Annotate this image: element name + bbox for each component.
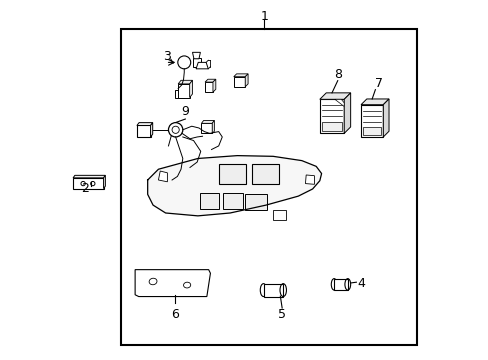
Polygon shape bbox=[150, 123, 152, 137]
Polygon shape bbox=[137, 123, 152, 126]
Polygon shape bbox=[103, 175, 105, 189]
Polygon shape bbox=[196, 62, 208, 69]
Text: 7: 7 bbox=[374, 77, 382, 90]
Text: 8: 8 bbox=[333, 68, 341, 81]
Bar bbox=[178, 84, 189, 98]
Polygon shape bbox=[212, 79, 215, 92]
Polygon shape bbox=[204, 79, 215, 82]
Bar bbox=[233, 77, 244, 87]
Text: 1: 1 bbox=[260, 10, 267, 23]
Polygon shape bbox=[244, 74, 247, 87]
Bar bbox=[321, 122, 341, 131]
Polygon shape bbox=[73, 175, 105, 178]
Polygon shape bbox=[319, 93, 350, 99]
Polygon shape bbox=[178, 80, 192, 84]
Bar bbox=[192, 58, 201, 67]
Bar bbox=[362, 127, 381, 135]
Bar bbox=[273, 210, 285, 220]
Bar bbox=[244, 194, 266, 211]
Polygon shape bbox=[360, 99, 388, 105]
Polygon shape bbox=[334, 99, 344, 107]
Polygon shape bbox=[135, 270, 210, 297]
Bar bbox=[201, 123, 212, 134]
Text: 9: 9 bbox=[181, 105, 189, 118]
Bar bbox=[360, 105, 383, 137]
Bar bbox=[251, 164, 278, 184]
Polygon shape bbox=[383, 99, 388, 137]
Polygon shape bbox=[201, 121, 214, 123]
Polygon shape bbox=[305, 175, 314, 184]
Bar bbox=[219, 164, 246, 184]
Polygon shape bbox=[192, 52, 200, 59]
Polygon shape bbox=[189, 80, 192, 98]
Text: 3: 3 bbox=[163, 50, 171, 63]
Polygon shape bbox=[212, 121, 214, 134]
Bar bbox=[199, 193, 219, 209]
Text: 5: 5 bbox=[278, 308, 285, 321]
Polygon shape bbox=[344, 93, 350, 134]
Text: 4: 4 bbox=[356, 278, 364, 291]
Polygon shape bbox=[158, 171, 167, 182]
Bar bbox=[121, 30, 416, 345]
Polygon shape bbox=[147, 156, 321, 216]
Text: 6: 6 bbox=[170, 308, 178, 321]
Bar bbox=[223, 193, 242, 210]
Polygon shape bbox=[233, 74, 247, 77]
Text: 2: 2 bbox=[81, 183, 89, 195]
Polygon shape bbox=[73, 178, 103, 189]
Bar bbox=[319, 99, 344, 134]
Bar bbox=[137, 126, 150, 137]
Bar bbox=[333, 279, 347, 290]
Bar bbox=[174, 90, 183, 98]
Bar bbox=[204, 82, 212, 92]
Bar bbox=[263, 284, 283, 297]
